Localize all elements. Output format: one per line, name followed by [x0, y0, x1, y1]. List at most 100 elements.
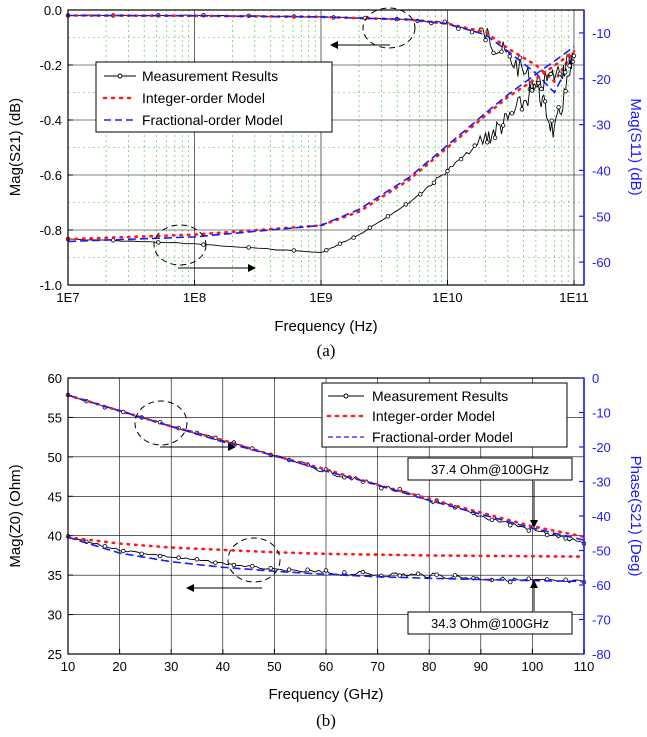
series-group-b	[65, 392, 587, 585]
data-point	[385, 214, 390, 219]
legend-label-integer: Integer-order Model	[142, 90, 265, 106]
data-point	[351, 235, 356, 240]
legend-a: Measurement Results Integer-order Model …	[95, 61, 333, 133]
series-group-a	[65, 13, 577, 253]
data-point	[452, 573, 458, 578]
legend-box-b	[321, 382, 568, 448]
y2-tick-label: -30	[592, 118, 611, 133]
data-point	[246, 245, 251, 250]
data-point	[250, 564, 255, 569]
y2-tick-label: -40	[592, 509, 611, 524]
y-tick-label: 60	[48, 371, 62, 386]
data-point	[571, 53, 577, 58]
data-point	[418, 192, 423, 197]
y2-tick-label: -10	[592, 406, 611, 421]
annotation-ellipse-s21	[362, 7, 416, 49]
data-point	[469, 30, 475, 35]
series-line-b-2	[67, 394, 585, 541]
data-point	[458, 156, 464, 162]
data-point	[549, 118, 554, 123]
y-tick-label: -0.2	[40, 58, 62, 73]
annotation-arrowhead-right-b	[228, 443, 236, 451]
annotation-arrowhead-fractional	[530, 580, 538, 588]
x-tick-label: 1E11	[559, 290, 588, 305]
y-axis-label-a: Mag(S21) (dB)	[7, 98, 24, 196]
data-point	[323, 568, 329, 573]
legend-label-measurement: Measurement Results	[142, 68, 278, 84]
ticks-b: 10 20 30 40 50 60 70 80 90 100 110 25 30 35 40 45 50 55 60…	[48, 371, 611, 674]
legend-b: Measurement Results Integer-order Model …	[321, 382, 568, 448]
y2-axis-label-b: Phase(S21) (Deg)	[627, 456, 644, 577]
caption-b: (b)	[316, 711, 336, 730]
data-point	[291, 248, 297, 253]
x-tick-label: 90	[474, 659, 488, 674]
x-tick-label: 60	[319, 659, 333, 674]
y-tick-label: 45	[48, 489, 62, 504]
data-point	[367, 225, 373, 230]
data-point	[431, 180, 437, 185]
x-tick-label: 1E9	[309, 290, 332, 305]
data-point	[201, 242, 206, 247]
data-point	[324, 247, 329, 253]
data-point	[499, 49, 504, 54]
y-tick-label: -0.8	[40, 223, 62, 238]
series-line-a-5	[67, 46, 575, 243]
data-point	[526, 528, 531, 533]
y-tick-label: -1.0	[40, 278, 62, 293]
data-point	[194, 557, 200, 562]
annotation-arrowhead-left-b	[186, 584, 194, 592]
x-tick-label: 1E7	[56, 290, 79, 305]
data-point	[434, 572, 439, 577]
y-axis-label-b: Mag(Z0) (Ohm)	[7, 464, 24, 567]
legend-marker-measurement	[117, 73, 123, 79]
series-line-a-1	[66, 14, 576, 84]
y2-tick-label: 0	[592, 371, 599, 386]
data-point	[557, 71, 563, 76]
x-tick-label: 30	[164, 659, 178, 674]
caption-a: (a)	[317, 341, 336, 360]
y2-tick-label: -20	[592, 72, 611, 87]
chart-b: 10 20 30 40 50 60 70 80 90 100 110 25 30 35 40 45 50 55 60…	[7, 371, 644, 730]
y2-tick-label: -40	[592, 163, 611, 178]
data-point	[517, 55, 523, 60]
data-point	[415, 571, 421, 576]
y-tick-label: 35	[48, 568, 62, 583]
y-tick-label: -0.4	[40, 113, 62, 128]
y-tick-label: 0.0	[44, 3, 62, 18]
x-axis-label-b: Frequency (GHz)	[268, 686, 383, 703]
x-tick-label: 1E10	[432, 290, 462, 305]
data-point	[542, 99, 548, 104]
annotation-arrowhead-right-a	[248, 264, 256, 272]
data-point	[268, 566, 273, 571]
data-point	[157, 553, 163, 559]
x-axis-label-a: Frequency (Hz)	[274, 318, 377, 335]
y-tick-label: 25	[48, 647, 62, 662]
x-tick-label: 40	[216, 659, 230, 674]
data-point	[445, 168, 450, 174]
data-point	[544, 532, 550, 538]
data-point	[156, 240, 161, 245]
data-point	[563, 577, 568, 582]
legend-box-a	[95, 61, 333, 133]
data-point	[508, 523, 513, 528]
data-point	[529, 88, 535, 93]
y-tick-label: 30	[48, 608, 62, 623]
annotation-box-fractional	[407, 611, 573, 635]
series-line-a-2	[68, 14, 575, 94]
data-point	[563, 536, 568, 541]
x-tick-label: 100	[522, 659, 544, 674]
data-point	[507, 54, 512, 59]
data-point	[397, 573, 402, 578]
legend-label-fractional-b: Fractional-order Model	[372, 429, 513, 445]
data-point	[491, 50, 496, 56]
legend-label-measurement-b: Measurement Results	[372, 388, 508, 404]
data-point	[509, 111, 515, 116]
y-tick-label: 50	[48, 450, 62, 465]
data-point	[213, 560, 218, 565]
y2-tick-label: -10	[592, 26, 611, 41]
y2-tick-label: -50	[592, 544, 611, 559]
y2-tick-label: -30	[592, 475, 611, 490]
x-tick-label: 50	[267, 659, 281, 674]
data-point	[337, 241, 343, 246]
x-tick-label: 10	[61, 659, 75, 674]
